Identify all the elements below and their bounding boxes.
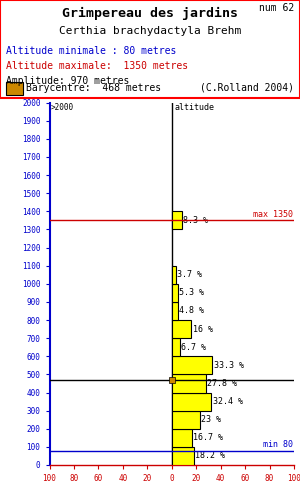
Text: 6.7 %: 6.7 % — [181, 342, 206, 351]
Text: Altitude minimale : 80 metres: Altitude minimale : 80 metres — [6, 46, 176, 56]
Text: Altitude maximale:  1350 metres: Altitude maximale: 1350 metres — [6, 62, 188, 72]
Bar — [172, 356, 212, 374]
Bar — [172, 320, 191, 338]
Text: num 62: num 62 — [259, 3, 294, 13]
Text: 32.4 %: 32.4 % — [213, 397, 243, 406]
Text: Grimpereau des jardins: Grimpereau des jardins — [62, 7, 238, 20]
Text: 23 %: 23 % — [201, 415, 221, 424]
Text: 16.7 %: 16.7 % — [194, 434, 224, 442]
Text: 27.8 %: 27.8 % — [207, 379, 237, 388]
Bar — [172, 266, 176, 284]
Text: 33.3 %: 33.3 % — [214, 361, 244, 370]
FancyBboxPatch shape — [0, 0, 300, 98]
Text: Barycentre:  468 metres: Barycentre: 468 metres — [26, 83, 160, 93]
Bar — [172, 338, 180, 356]
Text: 8.3 %: 8.3 % — [183, 216, 208, 225]
Bar — [172, 302, 178, 320]
Bar — [172, 392, 212, 410]
Bar — [172, 447, 194, 465]
Text: Certhia brachydactyla Brehm: Certhia brachydactyla Brehm — [59, 26, 241, 36]
FancyBboxPatch shape — [6, 82, 22, 94]
Text: 16 %: 16 % — [193, 324, 212, 334]
Text: >2000: >2000 — [51, 102, 74, 112]
Bar — [172, 284, 178, 302]
Bar — [172, 212, 182, 230]
Text: altitude: altitude — [174, 102, 214, 112]
Bar — [172, 428, 192, 447]
Text: 4.8 %: 4.8 % — [179, 306, 204, 316]
Text: 18.2 %: 18.2 % — [195, 452, 225, 460]
Text: max 1350: max 1350 — [253, 210, 293, 219]
Text: min 80: min 80 — [263, 440, 293, 449]
Text: 3.7 %: 3.7 % — [178, 270, 203, 279]
Bar — [172, 410, 200, 428]
Text: Amplitude: 970 metres: Amplitude: 970 metres — [6, 76, 129, 86]
Bar — [172, 374, 206, 392]
Text: 5.3 %: 5.3 % — [179, 288, 205, 298]
Text: (C.Rolland 2004): (C.Rolland 2004) — [200, 83, 294, 93]
